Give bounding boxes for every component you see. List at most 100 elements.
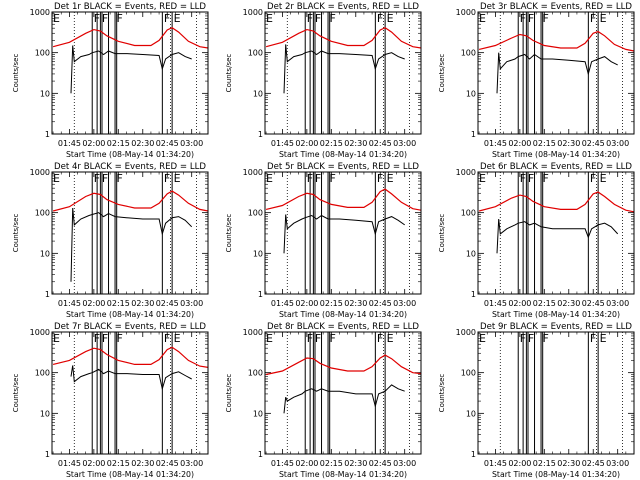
y-tick-label: 1000 bbox=[456, 328, 476, 337]
panel-title: Det 4r BLACK = Events, RED = LLD bbox=[54, 162, 206, 172]
y-axis-label: Counts/sec bbox=[438, 214, 446, 253]
y-tick-label: 100 bbox=[35, 369, 50, 378]
x-tick-label: 01:45 bbox=[484, 299, 507, 308]
x-axis-label: Start Time (08-May-14 01:34:20) bbox=[492, 310, 620, 319]
marker-f: F bbox=[528, 172, 534, 185]
x-tick-label: 02:45 bbox=[369, 299, 392, 308]
events-series-line bbox=[70, 207, 193, 282]
panel-det-6: Det 6r BLACK = Events, RED = LLD Counts/s… bbox=[438, 162, 635, 319]
marker-e: E bbox=[479, 332, 486, 345]
marker-e: E bbox=[387, 12, 394, 25]
x-tick-label: 01:45 bbox=[271, 299, 294, 308]
x-axis-label: Start Time (08-May-14 01:34:20) bbox=[492, 150, 620, 159]
panel-title: Det 1r BLACK = Events, RED = LLD bbox=[54, 2, 206, 12]
y-tick-label: 1 bbox=[258, 130, 263, 139]
y-tick-label: 10 bbox=[40, 409, 50, 418]
x-tick-label: 02:30 bbox=[131, 139, 154, 148]
marker-f: F bbox=[102, 332, 108, 345]
panel-title: Det 2r BLACK = Events, RED = LLD bbox=[267, 2, 419, 12]
y-tick-label: 10 bbox=[253, 409, 263, 418]
x-tick-label: 02:15 bbox=[320, 299, 343, 308]
marker-f: F bbox=[528, 12, 534, 25]
x-tick-label: 02:45 bbox=[156, 299, 179, 308]
x-tick-label: 01:45 bbox=[271, 139, 294, 148]
y-tick-label: 1000 bbox=[243, 168, 263, 177]
lld-series-line bbox=[265, 27, 422, 49]
marker-f: F bbox=[164, 332, 170, 345]
y-tick-label: 1 bbox=[471, 450, 476, 459]
marker-e: E bbox=[387, 332, 394, 345]
x-axis-label: Start Time (08-May-14 01:34:20) bbox=[279, 150, 407, 159]
marker-f: F bbox=[102, 12, 108, 25]
y-tick-label: 1000 bbox=[243, 8, 263, 17]
x-axis-label: Start Time (08-May-14 01:34:20) bbox=[279, 310, 407, 319]
plot-frame bbox=[264, 331, 422, 455]
y-tick-label: 100 bbox=[248, 369, 263, 378]
x-axis-label: Start Time (08-May-14 01:34:20) bbox=[492, 470, 620, 479]
x-tick-label: 03:00 bbox=[606, 139, 629, 148]
panel-det-2: Det 2r BLACK = Events, RED = LLD Counts/s… bbox=[225, 2, 422, 159]
y-tick-label: 1000 bbox=[243, 328, 263, 337]
x-tick-label: 02:15 bbox=[107, 459, 130, 468]
x-tick-label: 01:45 bbox=[484, 459, 507, 468]
marker-e: E bbox=[174, 172, 181, 185]
marker-f: F bbox=[307, 12, 313, 25]
marker-f: F bbox=[590, 12, 596, 25]
panel-title: Det 6r BLACK = Events, RED = LLD bbox=[480, 162, 632, 172]
x-tick-label: 01:45 bbox=[58, 459, 81, 468]
marker-e: E bbox=[174, 12, 181, 25]
panel-det-7: Det 7r BLACK = Events, RED = LLD Counts/s… bbox=[12, 322, 209, 479]
y-axis-label: Counts/sec bbox=[225, 54, 233, 93]
marker-f: F bbox=[543, 12, 549, 25]
x-axis-label: Start Time (08-May-14 01:34:20) bbox=[66, 150, 194, 159]
x-tick-label: 02:00 bbox=[295, 459, 318, 468]
y-tick-label: 100 bbox=[35, 49, 50, 58]
panel-det-3: Det 3r BLACK = Events, RED = LLD Counts/s… bbox=[438, 2, 635, 159]
x-tick-label: 02:45 bbox=[156, 139, 179, 148]
marker-f: F bbox=[528, 332, 534, 345]
events-series-line bbox=[283, 44, 405, 94]
marker-e: E bbox=[479, 12, 486, 25]
events-series-line bbox=[70, 45, 192, 94]
marker-e: E bbox=[600, 172, 607, 185]
y-tick-label: 1 bbox=[45, 450, 50, 459]
x-tick-label: 02:45 bbox=[369, 139, 392, 148]
lld-series-line bbox=[52, 27, 209, 49]
marker-e: E bbox=[174, 332, 181, 345]
marker-f: F bbox=[307, 332, 313, 345]
marker-f: F bbox=[94, 172, 100, 185]
marker-e: E bbox=[479, 172, 486, 185]
y-tick-label: 10 bbox=[40, 249, 50, 258]
marker-f: F bbox=[164, 172, 170, 185]
marker-f: F bbox=[543, 332, 549, 345]
marker-f: F bbox=[117, 172, 123, 185]
marker-f: F bbox=[520, 332, 526, 345]
panel-title: Det 3r BLACK = Events, RED = LLD bbox=[480, 2, 632, 12]
x-tick-label: 03:00 bbox=[180, 139, 203, 148]
y-tick-label: 1000 bbox=[30, 8, 50, 17]
x-tick-label: 02:00 bbox=[508, 299, 531, 308]
y-tick-label: 10 bbox=[466, 89, 476, 98]
y-tick-label: 100 bbox=[248, 49, 263, 58]
panel-title: Det 9r BLACK = Events, RED = LLD bbox=[480, 322, 632, 332]
x-tick-label: 02:15 bbox=[533, 139, 556, 148]
y-tick-label: 1 bbox=[471, 290, 476, 299]
x-tick-label: 01:45 bbox=[271, 459, 294, 468]
lld-series-line bbox=[478, 30, 635, 52]
lld-series-line bbox=[265, 188, 422, 211]
x-tick-label: 02:30 bbox=[344, 299, 367, 308]
panel-det-9: Det 9r BLACK = Events, RED = LLD Counts/s… bbox=[438, 322, 635, 479]
marker-f: F bbox=[330, 172, 336, 185]
events-series-line bbox=[70, 365, 192, 391]
y-axis-label: Counts/sec bbox=[12, 374, 20, 413]
x-tick-label: 01:45 bbox=[58, 139, 81, 148]
y-tick-label: 10 bbox=[466, 249, 476, 258]
x-tick-label: 02:15 bbox=[533, 299, 556, 308]
marker-f: F bbox=[377, 172, 383, 185]
lld-series-line bbox=[478, 191, 635, 213]
panel-det-5: Det 5r BLACK = Events, RED = LLD Counts/s… bbox=[225, 162, 422, 319]
y-axis-label: Counts/sec bbox=[438, 54, 446, 93]
y-tick-label: 1 bbox=[471, 130, 476, 139]
x-axis-label: Start Time (08-May-14 01:34:20) bbox=[66, 470, 194, 479]
y-tick-label: 100 bbox=[461, 49, 476, 58]
